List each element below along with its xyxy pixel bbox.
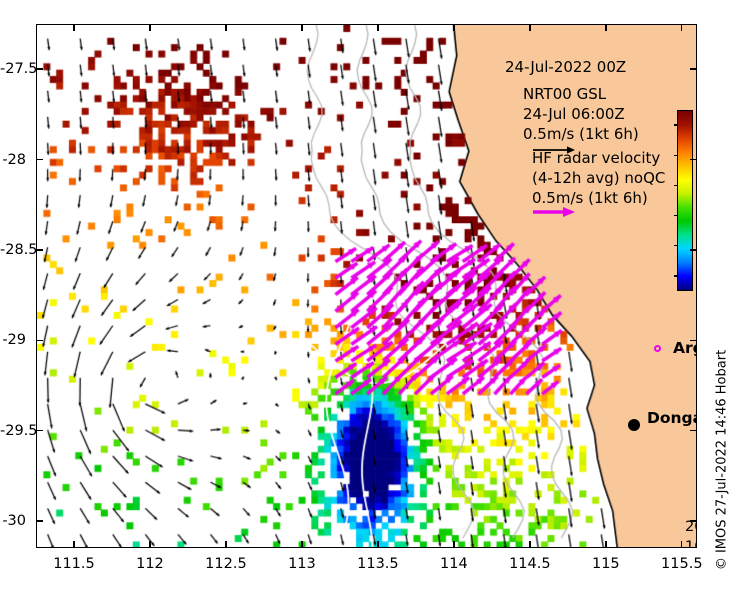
y-tick-label: -28.5 <box>0 241 38 258</box>
x-tick-mark <box>225 24 227 31</box>
colorbar-tick-mark <box>674 154 678 156</box>
y-tick-mark <box>36 158 43 161</box>
y-tick-label: -29 <box>2 332 26 349</box>
colorbar-gradient <box>678 111 692 290</box>
radar-vector-scale-arrow-icon <box>533 207 575 217</box>
y-tick-mark <box>690 339 697 341</box>
model-vector-scale-arrow-icon <box>533 146 575 154</box>
radar-line-2: (4-12h avg) noQC <box>532 169 666 187</box>
x-tick-label: 115 <box>591 556 620 572</box>
x-tick-label: 114 <box>440 556 468 572</box>
x-tick-label: 115.5 <box>661 556 703 572</box>
y-tick-mark <box>36 520 43 522</box>
colorbar-tick-mark <box>674 124 678 126</box>
y-tick-mark <box>690 520 697 522</box>
y-tick-label: -27.5 <box>0 61 38 78</box>
y-tick-mark <box>690 249 697 251</box>
y-tick-mark <box>690 68 697 70</box>
y-tick-mark <box>36 68 43 70</box>
x-tick-label: 114.5 <box>509 556 551 572</box>
map-plot-area[interactable]: 24-Jul-2022 00Z NRT00 GSL 24-Jul 06:00Z … <box>36 24 697 548</box>
depth-label-1000m: 1000m <box>685 539 696 548</box>
dongara-place-label: Dongara <box>647 409 696 427</box>
x-tick-mark <box>225 541 227 548</box>
date-stamp: 24-Jul-2022 00Z <box>505 58 627 76</box>
argo-marker-icon <box>654 345 661 352</box>
radar-line-3: 0.5m/s (1kt 6h) <box>532 189 648 207</box>
y-tick-mark <box>36 249 43 251</box>
colorbar-tick-mark <box>674 245 678 247</box>
model-line-1: NRT00 GSL <box>523 85 607 103</box>
radar-line-1: HF radar velocity <box>532 149 661 167</box>
x-tick-mark <box>605 541 607 548</box>
model-line-3: 0.5m/s (1kt 6h) <box>523 125 639 143</box>
x-tick-mark <box>605 24 607 31</box>
x-tick-mark <box>377 24 379 31</box>
x-tick-mark <box>377 541 379 548</box>
model-line-2: 24-Jul 06:00Z <box>523 105 625 123</box>
x-tick-mark <box>529 541 531 548</box>
y-tick-label: -29.5 <box>0 422 38 439</box>
y-tick-label: -28 <box>2 151 26 168</box>
colorbar <box>677 110 693 291</box>
x-tick-label: 113 <box>288 556 316 572</box>
x-tick-mark <box>453 541 455 548</box>
x-tick-mark <box>149 541 151 548</box>
x-tick-mark <box>301 24 303 31</box>
y-tick-mark <box>690 158 697 161</box>
x-tick-mark <box>529 24 531 31</box>
x-tick-mark <box>73 24 75 31</box>
colorbar-tick-mark <box>674 184 678 187</box>
x-tick-label: 112 <box>136 556 164 572</box>
dongara-marker-icon <box>628 419 640 431</box>
x-tick-mark <box>73 541 75 548</box>
y-tick-label: -30 <box>2 512 26 529</box>
depth-label-200m: 200m <box>685 519 696 535</box>
credit-text: © IMOS 27-Jul-2022 14:46 Hobart <box>714 349 730 571</box>
x-tick-mark <box>301 541 303 548</box>
x-tick-label: 112.5 <box>205 556 247 572</box>
y-tick-mark <box>36 429 43 432</box>
x-tick-mark <box>453 24 455 31</box>
x-tick-mark <box>681 24 683 31</box>
colorbar-tick-mark <box>674 214 678 217</box>
argo-legend-label: Argo <box>673 339 696 357</box>
x-tick-mark <box>681 541 683 548</box>
x-tick-label: 113.5 <box>357 556 399 572</box>
y-tick-mark <box>690 429 697 432</box>
map-raster-canvas <box>37 25 696 547</box>
y-tick-mark <box>36 339 43 341</box>
x-tick-mark <box>149 24 151 31</box>
colorbar-tick-mark <box>674 275 678 277</box>
x-tick-label: 111.5 <box>53 556 95 572</box>
